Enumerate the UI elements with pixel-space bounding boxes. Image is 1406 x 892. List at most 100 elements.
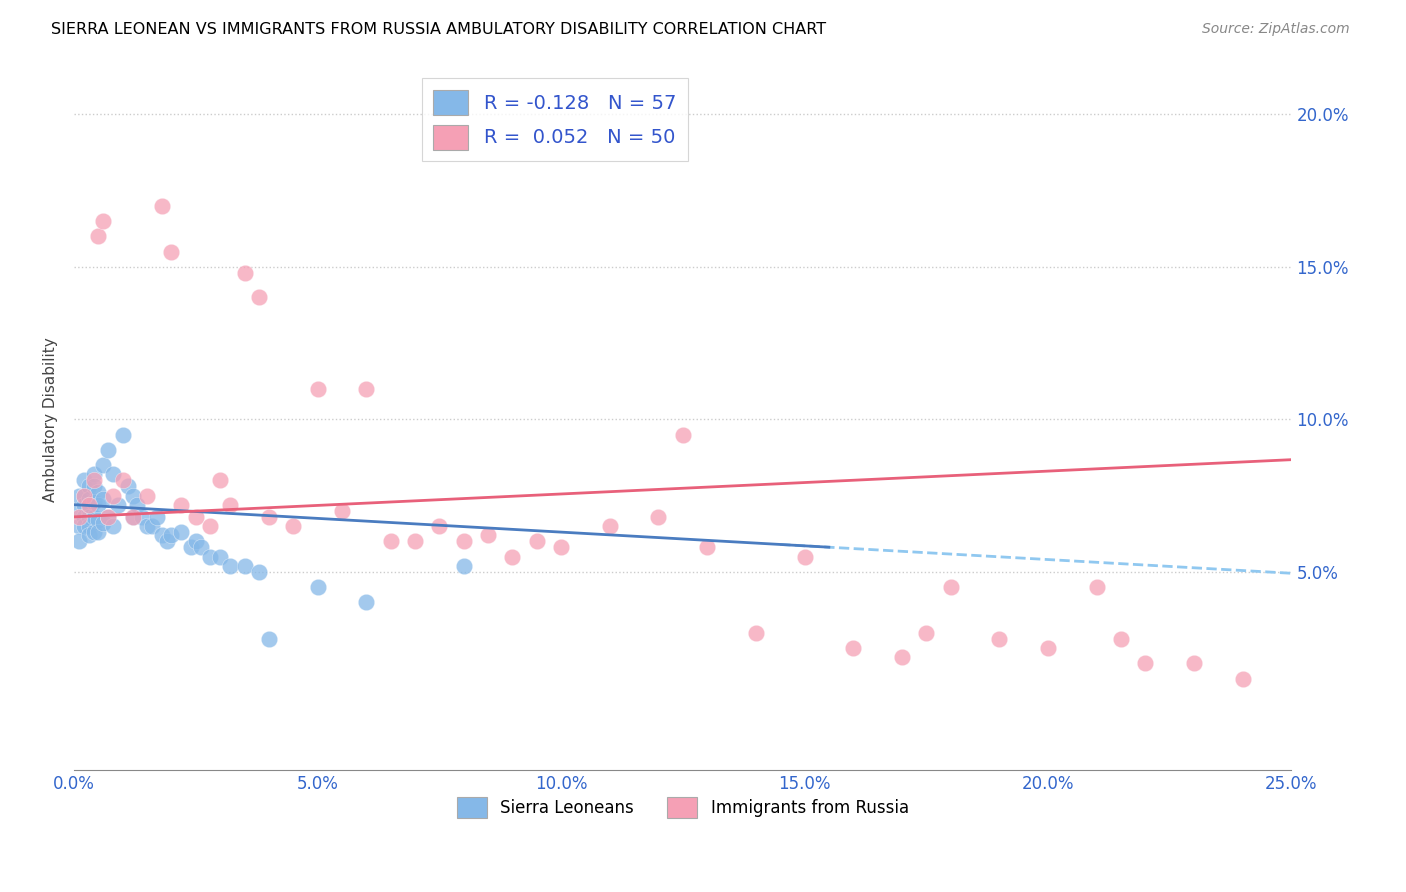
Point [91,491,114,506]
Point [170,498,193,512]
Point [91,516,114,530]
Point [184,534,207,549]
Point [136,489,159,503]
Point [209,473,232,487]
Point [77,491,100,506]
Point [890,650,912,665]
Point [67,489,90,503]
Point [83,473,105,487]
Point [550,541,572,555]
Point [200,549,222,564]
Point [354,382,377,396]
Point [150,199,173,213]
Point [793,549,815,564]
Point [101,489,124,503]
Point [380,534,402,549]
Point [91,214,114,228]
Point [1232,672,1254,686]
Point [131,509,153,524]
Point [111,427,134,442]
Point [354,595,377,609]
Point [233,266,256,280]
Point [83,467,105,482]
Point [257,509,280,524]
Point [67,509,90,524]
Point [170,525,193,540]
Point [101,519,124,533]
Y-axis label: Ambulatory Disability: Ambulatory Disability [44,337,58,501]
Legend: Sierra Leoneans, Immigrants from Russia: Sierra Leoneans, Immigrants from Russia [450,790,915,825]
Point [1109,632,1132,646]
Point [209,549,232,564]
Point [307,580,329,594]
Point [1036,640,1059,655]
Point [121,509,143,524]
Point [73,498,96,512]
Point [453,534,475,549]
Point [67,504,90,518]
Point [180,541,202,555]
Point [477,528,499,542]
Point [97,442,120,457]
Point [77,519,100,533]
Point [156,534,179,549]
Point [247,290,270,304]
Point [97,509,120,524]
Point [73,519,96,533]
Point [97,509,120,524]
Point [1135,657,1157,671]
Point [87,485,110,500]
Point [101,467,124,482]
Point [939,580,962,594]
Point [526,534,548,549]
Point [915,625,938,640]
Point [745,625,768,640]
Point [87,525,110,540]
Point [83,494,105,508]
Point [501,549,523,564]
Point [111,473,134,487]
Point [91,458,114,472]
Point [233,558,256,573]
Point [404,534,426,549]
Point [1182,657,1205,671]
Point [672,427,695,442]
Point [307,382,329,396]
Point [107,498,129,512]
Point [67,534,90,549]
Point [121,509,143,524]
Point [67,519,90,533]
Point [83,479,105,493]
Point [77,504,100,518]
Point [127,498,149,512]
Point [77,498,100,512]
Point [73,509,96,524]
Point [219,558,242,573]
Point [83,525,105,540]
Point [257,632,280,646]
Point [219,498,242,512]
Point [330,504,353,518]
Point [136,519,159,533]
Point [184,509,207,524]
Point [117,479,139,493]
Point [73,489,96,503]
Point [83,509,105,524]
Point [160,528,183,542]
Point [453,558,475,573]
Point [842,640,865,655]
Point [1085,580,1108,594]
Point [146,509,169,524]
Point [427,519,450,533]
Point [599,519,621,533]
Point [87,498,110,512]
Point [77,528,100,542]
Point [988,632,1011,646]
Point [87,513,110,527]
Point [247,565,270,579]
Point [150,528,173,542]
Point [73,489,96,503]
Point [190,541,212,555]
Point [696,541,718,555]
Point [87,229,110,244]
